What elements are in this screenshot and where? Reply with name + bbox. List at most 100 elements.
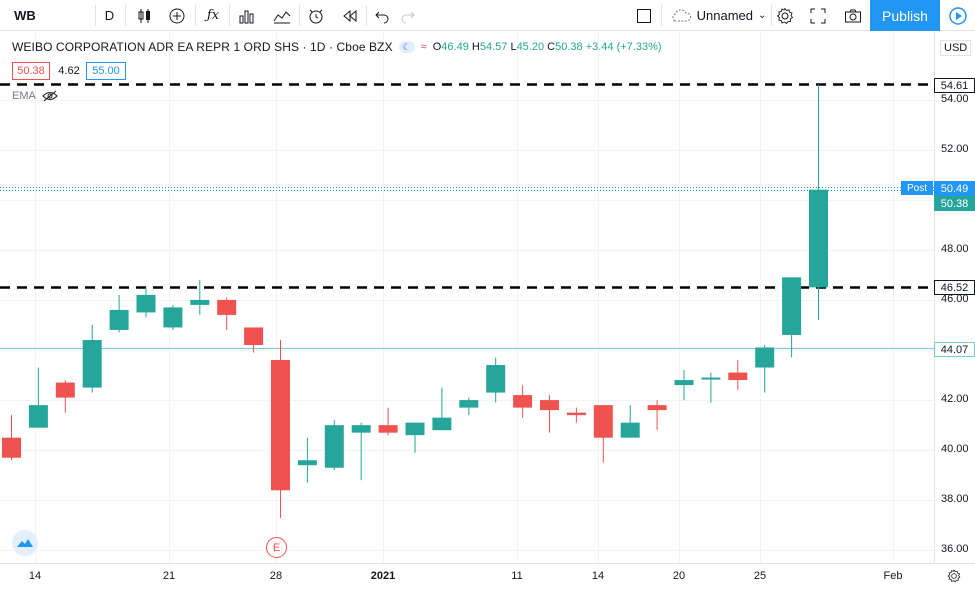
templates-button[interactable]: [269, 0, 295, 31]
candle[interactable]: [486, 357, 506, 403]
time-tick-label: 25: [753, 570, 767, 582]
candle[interactable]: [2, 415, 21, 461]
price-tick-label: 36.00: [941, 543, 969, 556]
candle-body: [620, 422, 640, 438]
candle[interactable]: [755, 344, 775, 393]
currency-label[interactable]: USD: [940, 40, 972, 56]
settings-button[interactable]: [773, 0, 797, 31]
candle[interactable]: [82, 324, 102, 393]
candle[interactable]: [782, 277, 802, 358]
candle[interactable]: [28, 367, 48, 428]
undo-button[interactable]: [370, 0, 394, 31]
candle[interactable]: [190, 279, 210, 315]
play-button[interactable]: [940, 0, 975, 31]
candle[interactable]: [271, 339, 290, 518]
ask-price: 55.00: [92, 65, 120, 77]
candle[interactable]: [701, 372, 721, 403]
price-tick-label: 48.00: [941, 242, 969, 255]
candle-body: [351, 425, 371, 433]
candle[interactable]: [647, 400, 667, 431]
post-price-tag: 50.49: [934, 181, 975, 196]
candle-body: [701, 377, 721, 380]
candle[interactable]: [378, 407, 398, 436]
candle-body: [513, 395, 533, 408]
price-tick-label: 42.00: [941, 393, 969, 406]
candle-body: [378, 425, 398, 433]
candle[interactable]: [432, 387, 452, 431]
candle[interactable]: [217, 297, 237, 330]
time-tick-label: 14: [28, 570, 42, 582]
chevron-down-icon: ⌄: [757, 10, 767, 21]
candle[interactable]: [244, 327, 264, 353]
compare-button[interactable]: [164, 0, 190, 31]
indicators-button[interactable]: ƒx: [200, 0, 226, 31]
bar-chart-icon: [239, 10, 254, 23]
candle[interactable]: [297, 437, 317, 483]
candle[interactable]: [405, 422, 425, 453]
data-status-icon: ≈: [420, 41, 427, 53]
candle-body: [674, 380, 694, 386]
candle-body: [82, 339, 102, 388]
layout-name-button[interactable]: Unnamed ⌄: [666, 0, 770, 31]
candle[interactable]: [513, 385, 533, 418]
post-market-badge: Post: [901, 181, 933, 195]
alert-button[interactable]: [303, 0, 329, 31]
replay-button[interactable]: [337, 0, 363, 31]
toolbar-divider: [195, 5, 196, 26]
candle-body: [782, 277, 802, 335]
candles-icon: [138, 8, 150, 23]
eye-hidden-icon[interactable]: [42, 90, 58, 102]
candle[interactable]: [324, 420, 344, 471]
time-tick-label: Feb: [883, 570, 903, 582]
financials-button[interactable]: [233, 0, 259, 31]
fullscreen-button[interactable]: [806, 0, 830, 31]
candle[interactable]: [674, 370, 694, 401]
tradingview-logo[interactable]: [12, 530, 38, 556]
gear-icon: [776, 7, 794, 24]
symbol-search-button[interactable]: WB: [0, 0, 50, 31]
candle-body: [2, 437, 21, 458]
candles: [2, 84, 828, 518]
candle[interactable]: [540, 395, 559, 433]
candle-body: [728, 372, 748, 381]
price-tick-label: 46.00: [941, 292, 969, 305]
sell-price-button[interactable]: 50.38: [12, 62, 50, 80]
price-chart[interactable]: [0, 32, 975, 592]
candle[interactable]: [163, 304, 183, 330]
time-tick-label: 11: [511, 570, 523, 582]
candle[interactable]: [136, 287, 156, 318]
candle[interactable]: [809, 84, 828, 320]
bar-style-button[interactable]: [132, 0, 158, 31]
axis-settings-button[interactable]: [944, 566, 964, 586]
interval-button[interactable]: D: [97, 0, 122, 31]
price-tick-label: 52.00: [941, 142, 969, 155]
layout-button[interactable]: [632, 0, 656, 31]
last-price-tag: 50.38: [934, 196, 975, 211]
earnings-marker[interactable]: E: [266, 537, 287, 558]
candle[interactable]: [566, 407, 586, 423]
price-tick-label: 38.00: [941, 493, 969, 506]
candle-body: [55, 382, 75, 398]
candle[interactable]: [55, 380, 75, 413]
candle[interactable]: [351, 422, 371, 481]
cloud-logo-icon: [17, 539, 33, 547]
candle[interactable]: [109, 294, 129, 333]
level-high-tag: 54.61: [934, 78, 975, 93]
publish-button[interactable]: Publish: [870, 0, 940, 31]
snapshot-button[interactable]: [840, 0, 866, 31]
high-value: 54.57: [479, 41, 508, 53]
candle[interactable]: [620, 405, 640, 438]
candle-body: [109, 309, 129, 330]
ema-indicator-legend[interactable]: EMA: [12, 90, 58, 102]
candle[interactable]: [459, 397, 479, 416]
buy-price-button[interactable]: 55.00: [86, 62, 126, 80]
redo-button[interactable]: [396, 0, 420, 31]
time-tick-label: 21: [162, 570, 176, 582]
bid-price: 50.38: [17, 65, 45, 77]
toolbar-divider: [661, 5, 662, 26]
line-chart-icon: [273, 10, 291, 23]
candle[interactable]: [728, 360, 748, 391]
candle[interactable]: [593, 405, 613, 463]
time-tick-label: 2021: [370, 570, 396, 582]
candle-body: [540, 400, 559, 411]
